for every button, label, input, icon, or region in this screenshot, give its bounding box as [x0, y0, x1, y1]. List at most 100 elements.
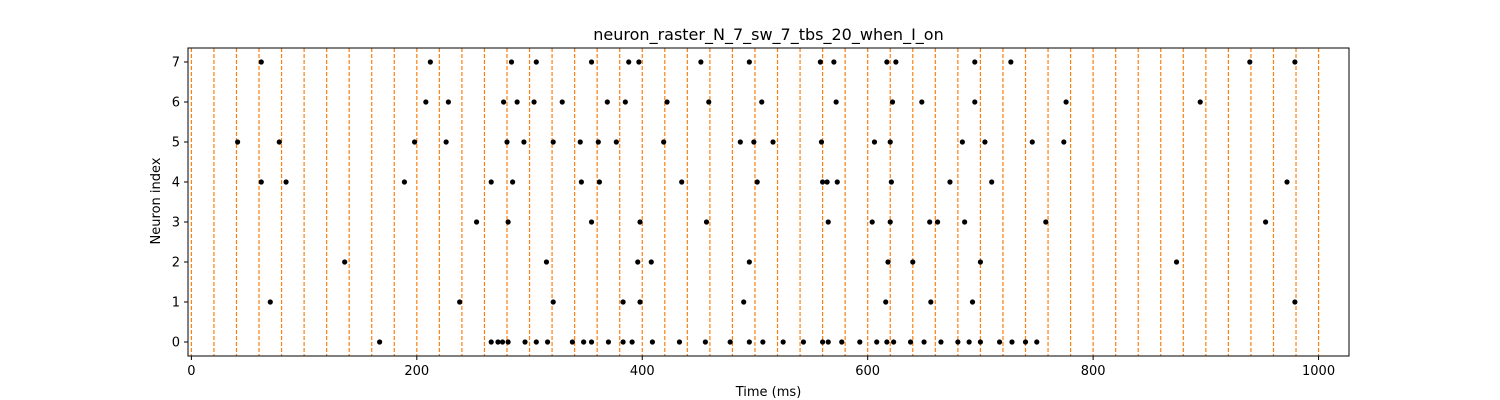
spike-point [445, 99, 451, 105]
spike-point [423, 99, 429, 105]
spike-point [531, 99, 537, 105]
spike-point [1022, 339, 1029, 345]
spike-point [910, 259, 916, 265]
spike-point [664, 99, 670, 105]
spike-point [588, 59, 595, 65]
spike-point [818, 139, 825, 145]
spike-point [746, 339, 752, 345]
spike-point [874, 339, 880, 345]
spike-point [928, 299, 934, 305]
spike-point [741, 299, 747, 305]
spike-point [977, 259, 984, 265]
spike-point [521, 139, 527, 145]
spike-point [833, 99, 839, 105]
spike-point [636, 59, 642, 65]
spike-point [1262, 219, 1269, 225]
spike-point [760, 339, 766, 345]
plot-frame [187, 47, 1350, 357]
spike-point [622, 99, 628, 105]
spike-point [620, 339, 626, 345]
spike-point [276, 139, 282, 145]
spike-point [839, 339, 845, 345]
spike-point [1284, 179, 1290, 185]
spike-point [703, 219, 710, 225]
spike-point [820, 179, 826, 185]
spike-point [800, 339, 807, 345]
spike-point [887, 219, 893, 225]
spike-point [962, 219, 968, 225]
spike-point [620, 299, 626, 305]
spike-point [635, 259, 641, 265]
spike-point [283, 179, 289, 185]
spike-point [342, 259, 348, 265]
spike-point [831, 59, 837, 65]
spike-point [258, 179, 264, 185]
y-tick-label: 4 [172, 176, 180, 191]
spike-point [649, 339, 656, 345]
spike-point [1029, 139, 1035, 145]
spike-point [501, 99, 507, 105]
spike-point [982, 139, 988, 145]
spike-point [505, 339, 511, 345]
spike-point [1292, 299, 1298, 305]
spike-point [605, 339, 612, 345]
y-tick-label: 7 [172, 56, 180, 71]
spike-point [508, 59, 515, 65]
spike-point [495, 339, 501, 345]
y-axis-label: Neuron index [149, 157, 164, 244]
spike-point [488, 179, 494, 185]
spike-point [857, 339, 863, 345]
spike-point [1173, 259, 1180, 265]
x-tick-label: 200 [404, 364, 429, 379]
spike-point [411, 139, 418, 145]
spike-point [891, 339, 897, 345]
spike-point [569, 339, 575, 345]
spike-point [234, 139, 241, 145]
spike-point [427, 59, 433, 65]
spike-point [927, 219, 933, 225]
spike-point [1043, 219, 1049, 225]
spike-point [401, 179, 408, 185]
spike-point [637, 219, 643, 225]
spike-point [751, 139, 757, 145]
y-tick-label: 3 [172, 216, 180, 231]
spike-point [559, 99, 565, 105]
spike-point [533, 59, 539, 65]
spike-point [934, 219, 941, 225]
spike-point [947, 179, 953, 185]
spike-point [972, 59, 978, 65]
spike-point [893, 59, 899, 65]
spike-point [676, 339, 683, 345]
spike-point [966, 339, 972, 345]
spike-point [1292, 59, 1298, 65]
spike-point [706, 99, 712, 105]
spike-point [550, 299, 556, 305]
spike-point [883, 299, 889, 305]
spike-point [443, 139, 449, 145]
spike-point [989, 179, 995, 185]
spike-point [596, 179, 603, 185]
spike-point [679, 179, 685, 185]
spike-point [885, 259, 891, 265]
spike-point [959, 139, 965, 145]
spike-point [887, 139, 893, 145]
spike-point [504, 139, 510, 145]
spike-point [884, 339, 890, 345]
spike-point [884, 59, 890, 65]
spike-point [820, 339, 826, 345]
x-tick-label: 600 [855, 364, 880, 379]
spike-point [754, 179, 760, 185]
spike-point [698, 59, 704, 65]
spike-point [505, 219, 511, 225]
spike-point [969, 299, 976, 305]
spike-points [234, 59, 1298, 345]
spike-point [267, 299, 273, 305]
spike-point [1063, 99, 1069, 105]
ticks: 0 200 400 600 800 1000 0 1 2 3 4 5 6 7 [172, 56, 1335, 380]
spike-point [457, 299, 463, 305]
spike-point [919, 99, 925, 105]
y-tick-label: 1 [172, 296, 180, 311]
spike-point [626, 59, 632, 65]
spike-point [522, 339, 528, 345]
